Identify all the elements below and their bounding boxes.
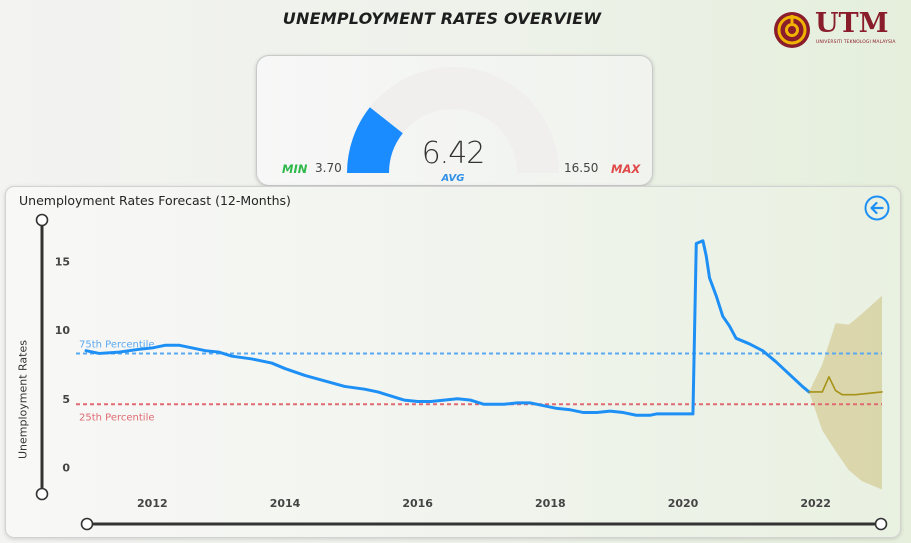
gauge-card: MIN 3.70 6.42 AVG 16.50 MAX [256, 55, 653, 186]
logo-subtitle: UNIVERSITI TEKNOLOGI MALAYSIA [816, 40, 896, 45]
gauge-fill [347, 107, 403, 173]
y-tick-label: 5 [62, 393, 70, 406]
page-title: UNEMPLOYMENT RATES OVERVIEW [282, 9, 602, 28]
x-tick-label: 2018 [535, 497, 566, 510]
x-tick-label: 2014 [270, 497, 301, 510]
reference-label-p25: 25th Percentile [79, 412, 155, 423]
vertical-slider-handle-top[interactable] [35, 213, 49, 227]
gauge-max-label: MAX [611, 162, 641, 176]
logo-text: UTM [815, 8, 889, 39]
gauge-svg [347, 67, 559, 173]
forecast-confidence-band [809, 295, 882, 490]
utm-emblem-icon [774, 12, 810, 48]
horizontal-slider-handle-left[interactable] [80, 517, 94, 531]
x-tick-label: 2022 [800, 497, 831, 510]
y-tick-label: 10 [55, 324, 71, 337]
series-line-forecast [808, 376, 883, 396]
gauge-min-value: 3.70 [315, 161, 342, 175]
vertical-slider-handle-bottom[interactable] [35, 487, 49, 501]
horizontal-slider-handle-right[interactable] [874, 517, 888, 531]
x-tick-label: 2016 [402, 497, 433, 510]
x-tick-label: 2012 [137, 497, 168, 510]
forecast-chart-card: Unemployment Rates Forecast (12-Months) … [5, 186, 901, 538]
x-tick-label: 2020 [668, 497, 699, 510]
series-line-actual [84, 239, 811, 417]
back-button[interactable] [864, 195, 890, 221]
y-tick-label: 15 [55, 255, 70, 268]
forecast-chart-plot: 75th Percentile 25th Percentile 2012 2014 2… [35, 213, 888, 531]
reference-label-p75: 75th Percentile [79, 339, 155, 350]
gauge-min-label: MIN [282, 162, 308, 176]
y-tick-label: 0 [62, 462, 70, 475]
utm-logo: UTM UNIVERSITI TEKNOLOGI MALAYSIA [772, 8, 896, 50]
gauge-track [347, 67, 559, 173]
gauge-avg-label: AVG [441, 173, 465, 184]
chart-title: Unemployment Rates Forecast (12-Months) [19, 193, 291, 208]
gauge-avg-value: 6.42 [421, 136, 486, 171]
arrow-left-icon [864, 195, 890, 221]
gauge-max-value: 16.50 [564, 161, 599, 175]
